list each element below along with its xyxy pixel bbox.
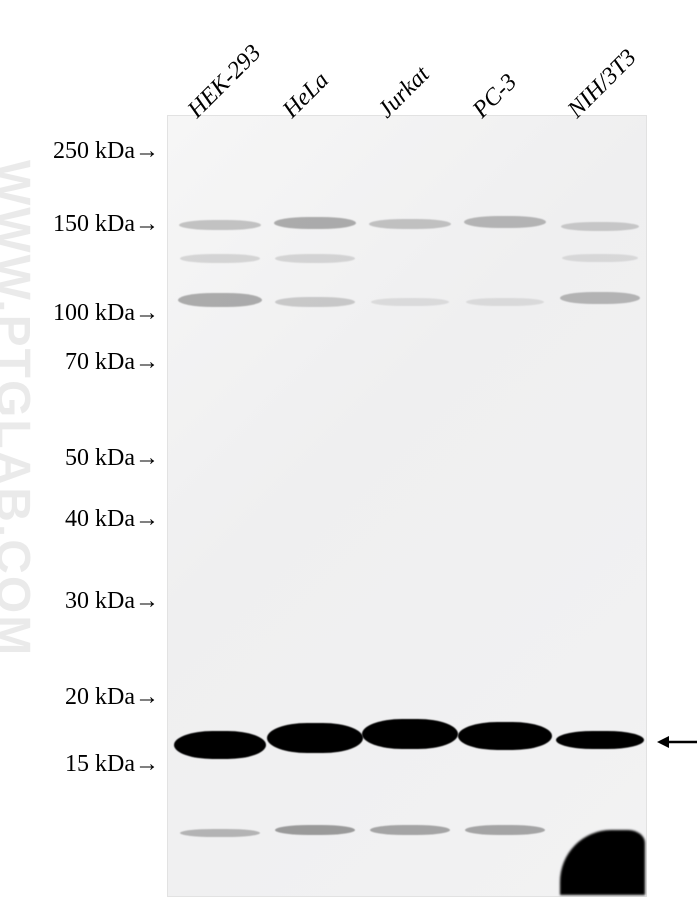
mw-marker-label: 30 kDa→ (65, 588, 159, 615)
blot-band (556, 731, 644, 749)
mw-marker-label: 50 kDa→ (65, 445, 159, 472)
mw-marker-label: 100 kDa→ (53, 300, 159, 327)
watermark-text: WWW.PTGLAB.COM (0, 160, 40, 657)
blot-membrane (167, 115, 647, 897)
blot-band (180, 254, 260, 263)
blot-band (275, 254, 355, 263)
blot-band (560, 292, 640, 304)
mw-marker-label: 150 kDa→ (53, 211, 159, 238)
blot-band (561, 222, 639, 231)
blot-band (370, 825, 450, 835)
blot-band (371, 298, 449, 306)
blot-band (362, 719, 458, 749)
blot-band (267, 723, 363, 753)
blot-band (180, 829, 260, 837)
blot-band (275, 825, 355, 835)
mw-marker-label: 40 kDa→ (65, 506, 159, 533)
lane-label: HEK-293 (183, 40, 267, 124)
blot-band (458, 722, 552, 750)
blot-band (178, 293, 262, 307)
mw-marker-label: 70 kDa→ (65, 349, 159, 376)
target-band-arrow (657, 732, 699, 757)
blot-band (464, 216, 546, 228)
mw-marker-label: 250 kDa→ (53, 138, 159, 165)
arrow-icon (657, 732, 699, 752)
blot-band (275, 297, 355, 307)
blot-band (174, 731, 266, 759)
figure-container: HEK-293HeLaJurkatPC-3NIH/3T3 250 kDa→150… (0, 0, 700, 903)
blot-band (274, 217, 356, 229)
blot-band (369, 219, 451, 229)
blot-band (465, 825, 545, 835)
lane-label: NIH/3T3 (563, 45, 642, 124)
mw-marker-label: 15 kDa→ (65, 751, 159, 778)
blot-band (562, 254, 638, 262)
blot-band (179, 220, 261, 230)
blot-band (466, 298, 544, 306)
mw-marker-label: 20 kDa→ (65, 684, 159, 711)
